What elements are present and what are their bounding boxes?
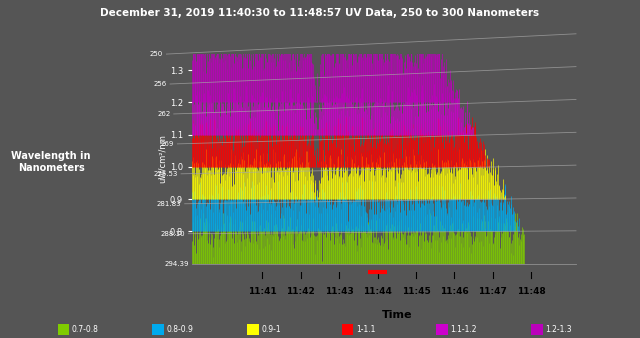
Text: Time: Time (381, 310, 412, 320)
Text: 288.10: 288.10 (161, 231, 185, 237)
Text: 269: 269 (161, 141, 174, 147)
Y-axis label: uW/cm²/nm: uW/cm²/nm (158, 135, 167, 183)
Text: 11:45: 11:45 (402, 287, 430, 296)
Text: 275.53: 275.53 (154, 171, 178, 177)
Text: 262: 262 (157, 111, 170, 117)
Text: December 31, 2019 11:40:30 to 11:48:57 UV Data, 250 to 300 Nanometers: December 31, 2019 11:40:30 to 11:48:57 U… (100, 8, 540, 19)
Text: 11:46: 11:46 (440, 287, 468, 296)
Text: 294.39: 294.39 (164, 261, 189, 267)
Text: 11:48: 11:48 (517, 287, 545, 296)
Text: 0.8-0.9: 0.8-0.9 (166, 325, 193, 334)
Text: 11:41: 11:41 (248, 287, 276, 296)
Text: 0.9-1: 0.9-1 (261, 325, 281, 334)
Text: 11:42: 11:42 (287, 287, 315, 296)
Text: 11:47: 11:47 (478, 287, 508, 296)
Text: 281.83: 281.83 (157, 201, 182, 207)
Text: 1-1.1: 1-1.1 (356, 325, 375, 334)
Text: 11:43: 11:43 (325, 287, 353, 296)
Text: 1.2-1.3: 1.2-1.3 (545, 325, 572, 334)
Text: 0.7-0.8: 0.7-0.8 (72, 325, 99, 334)
Text: 11:44: 11:44 (363, 287, 392, 296)
Text: 1.1-1.2: 1.1-1.2 (451, 325, 477, 334)
Text: 256: 256 (154, 81, 167, 87)
Text: Wavelength in
Nanometers: Wavelength in Nanometers (12, 151, 91, 173)
Text: 250: 250 (150, 51, 163, 57)
